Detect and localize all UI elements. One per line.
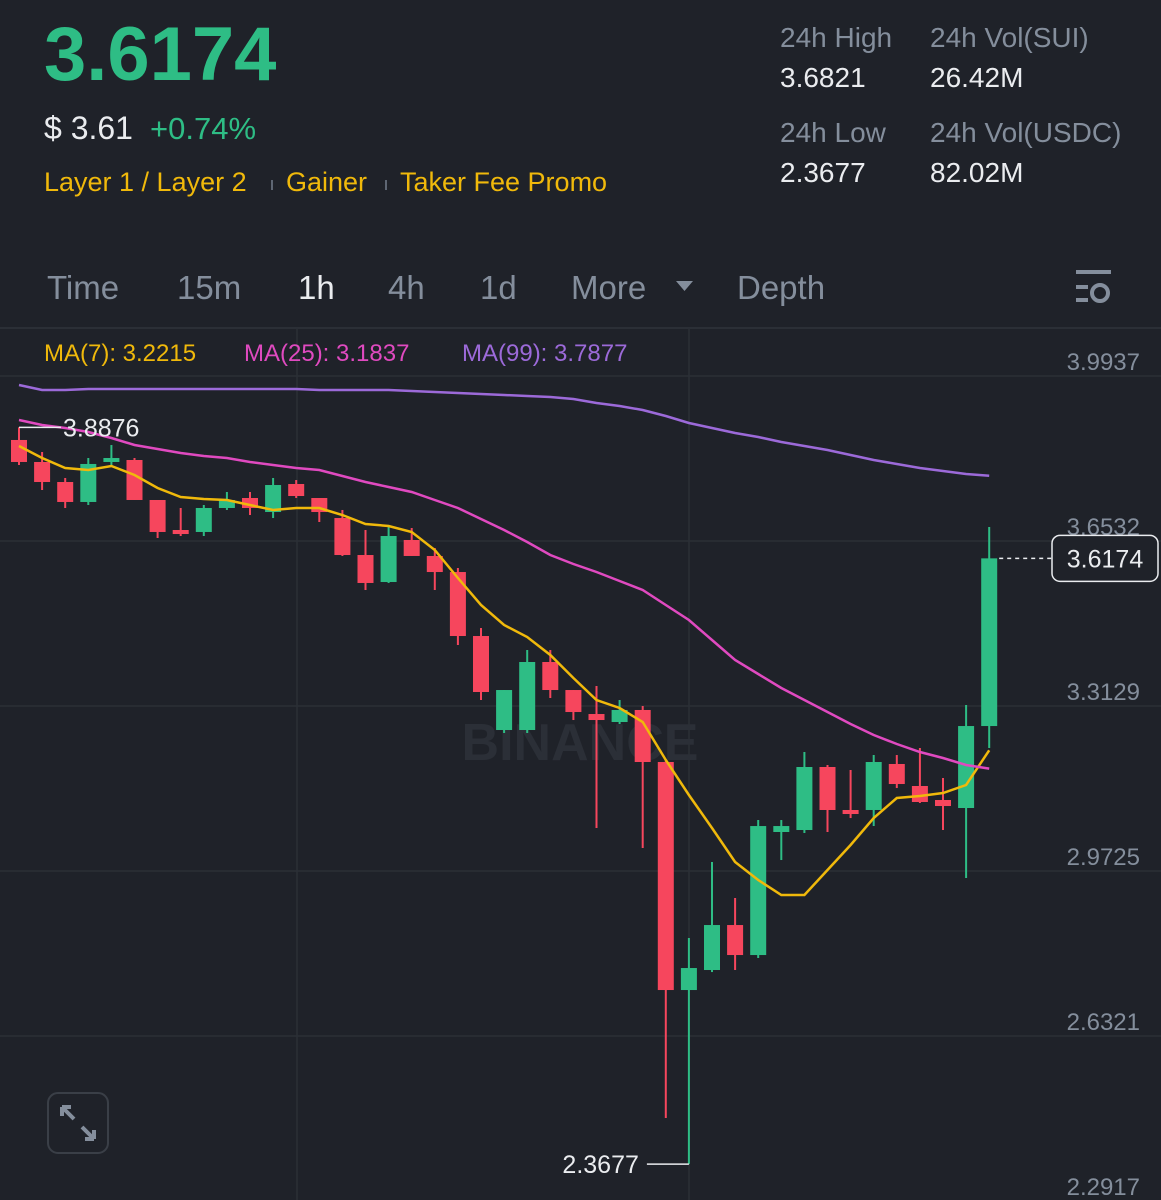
- legend-entry: MA(25): 3.1837: [244, 340, 409, 367]
- tab[interactable]: 15m: [177, 269, 241, 306]
- ma-line: [18, 383, 990, 478]
- tag[interactable]: Taker Fee Promo: [400, 167, 607, 197]
- candle-body: [657, 762, 674, 991]
- candle-body: [265, 485, 282, 513]
- candle-body: [911, 785, 928, 802]
- candle-body: [796, 766, 813, 831]
- candle-body: [218, 499, 235, 508]
- candle-body: [565, 690, 582, 713]
- candle-body: [819, 766, 836, 810]
- y-tick-label: 2.9725: [1067, 844, 1140, 871]
- stat-value: 2.3677: [780, 157, 866, 188]
- candle-body: [588, 714, 605, 721]
- stat-label: 24h Vol(USDC): [930, 117, 1121, 148]
- tab[interactable]: Depth: [737, 269, 825, 306]
- stat-value: 26.42M: [930, 62, 1023, 93]
- candle-body: [34, 461, 51, 483]
- candle-body: [126, 459, 143, 500]
- candle-body: [380, 536, 397, 583]
- stat-label: 24h Vol(SUI): [930, 22, 1089, 53]
- y-tick-label: 3.3129: [1067, 679, 1140, 706]
- candle-body: [426, 555, 443, 573]
- plot: 3.99373.65323.31292.97252.63212.2917MA(7…: [0, 340, 1161, 1200]
- tag[interactable]: Layer 1 / Layer 2: [44, 167, 247, 197]
- candle-body: [727, 925, 744, 956]
- tab-active[interactable]: 1h: [298, 269, 335, 306]
- candle-body: [773, 826, 790, 833]
- candle-body: [888, 763, 905, 785]
- y-tick-label: 3.9937: [1067, 349, 1140, 376]
- candle-body: [496, 690, 513, 731]
- candle-body: [473, 636, 489, 693]
- candle-body: [288, 483, 305, 497]
- candle-body: [80, 463, 97, 502]
- separator: [385, 180, 387, 190]
- dropdown-arrow[interactable]: [676, 281, 693, 291]
- settings-icon[interactable]: [1076, 270, 1111, 303]
- ma-line: [18, 444, 991, 897]
- tab[interactable]: More: [571, 269, 646, 306]
- candle-body: [981, 558, 998, 727]
- candle-body: [935, 800, 951, 807]
- y-tick-label: 2.6321: [1067, 1009, 1140, 1036]
- stat-value: 3.6821: [780, 62, 866, 93]
- candle-body: [611, 709, 628, 723]
- candle-body: [680, 968, 697, 991]
- candle-body: [57, 482, 74, 502]
- candle-body: [449, 572, 466, 637]
- candle-body: [334, 518, 351, 556]
- min-label: 2.3677: [562, 1151, 638, 1179]
- separator: [271, 180, 273, 190]
- candle-body: [357, 555, 374, 583]
- candle-body: [242, 498, 258, 508]
- stat-label: 24h High: [780, 22, 892, 53]
- last-price-label: 3.6174: [1067, 545, 1144, 573]
- legend-entry: MA(7): 3.2215: [44, 340, 196, 367]
- tab[interactable]: 4h: [388, 269, 425, 306]
- stat-label: 24h Low: [780, 117, 887, 148]
- ma-line: [18, 418, 990, 770]
- candle-body: [750, 826, 767, 956]
- candle-body: [103, 458, 120, 462]
- candle-body: [865, 762, 882, 810]
- legend-entry: MA(99): 3.7877: [462, 340, 627, 367]
- price-change: +0.74%: [150, 111, 256, 146]
- max-label: 3.8876: [63, 414, 139, 442]
- y-tick-label: 2.2917: [1067, 1174, 1140, 1200]
- tag[interactable]: Gainer: [286, 167, 367, 197]
- candle-body: [195, 507, 212, 532]
- last-price: 3.6174: [44, 12, 276, 97]
- candle-body: [634, 709, 651, 763]
- fiat-price: $ 3.61: [44, 110, 133, 146]
- candle-body: [403, 539, 420, 556]
- candle-body: [11, 439, 27, 462]
- tab[interactable]: 1d: [480, 269, 517, 306]
- candle-body: [172, 529, 189, 535]
- tab[interactable]: Time: [47, 269, 119, 306]
- candle-body: [542, 661, 559, 691]
- candle-body: [704, 925, 720, 971]
- candle-body: [842, 809, 859, 815]
- candle-body: [149, 499, 166, 532]
- last-price-box: [1051, 534, 1159, 583]
- stat-value: 82.02M: [930, 157, 1023, 188]
- expand-button[interactable]: [47, 1092, 109, 1154]
- candle-body: [519, 661, 536, 731]
